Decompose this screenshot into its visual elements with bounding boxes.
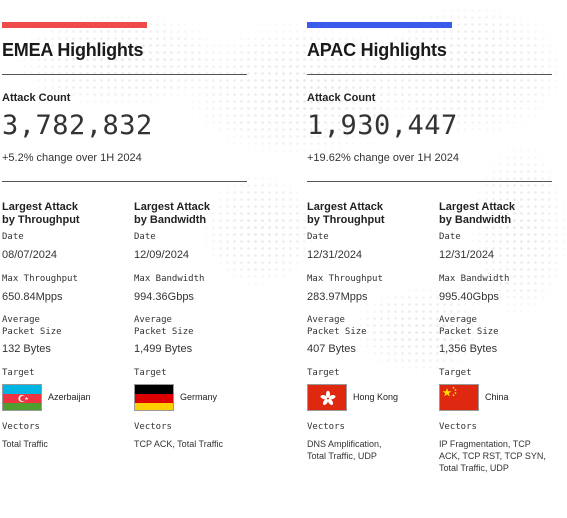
metric-value: 650.84Mpps — [2, 291, 63, 303]
largest-attack-bandwidth: Largest Attack by Bandwidth Date 12/31/20… — [439, 201, 557, 474]
vectors-value: TCP ACK, Total Traffic — [134, 439, 224, 449]
metric-label: Max Throughput — [2, 274, 78, 284]
date-label: Date — [307, 232, 329, 242]
date-label: Date — [439, 232, 461, 242]
accent-bar — [307, 22, 452, 28]
metric-value: 283.97Mpps — [307, 291, 368, 303]
largest-attack-bandwidth: Largest Attack by Bandwidth Date 12/09/20… — [134, 201, 252, 450]
divider — [2, 181, 247, 182]
target-country: Germany — [180, 392, 218, 402]
packet-size-value: 1,356 Bytes — [439, 343, 498, 355]
divider — [2, 74, 247, 75]
column-header: Largest Attack by Bandwidth — [439, 201, 516, 226]
region-emea: EMEA Highlights Attack Count 3,782,832 +… — [2, 0, 247, 518]
region-title: EMEA Highlights — [2, 40, 144, 60]
hong-kong-flag-icon — [307, 383, 347, 411]
metric-value: 995.40Gbps — [439, 291, 499, 303]
target-country: Hong Kong — [353, 392, 399, 402]
vectors-label: Vectors — [307, 422, 345, 432]
divider — [307, 181, 552, 182]
region-title: APAC Highlights — [307, 40, 447, 60]
target-label: Target — [134, 368, 167, 378]
packet-size-value: 132 Bytes — [2, 343, 51, 355]
column-header: Largest Attack by Throughput — [307, 201, 385, 226]
date-value: 12/31/2024 — [439, 249, 495, 261]
target-label: Target — [2, 368, 35, 378]
vectors-value: IP Fragmentation, TCP ACK, TCP RST, TCP S… — [439, 439, 546, 473]
vectors-value: DNS Amplification, Total Traffic, UDP — [307, 439, 382, 461]
region-apac: APAC Highlights Attack Count 1,930,447 +… — [307, 0, 552, 518]
china-flag-icon — [439, 383, 479, 411]
attack-count-value: 3,782,832 — [2, 110, 153, 141]
date-value: 12/31/2024 — [307, 249, 363, 261]
packet-size-value: 1,499 Bytes — [134, 343, 193, 355]
packet-size-label: Average Packet Size — [307, 315, 367, 337]
date-value: 12/09/2024 — [134, 249, 190, 261]
metric-label: Max Bandwidth — [134, 274, 205, 284]
germany-flag-icon — [134, 383, 174, 411]
largest-attack-throughput: Largest Attack by Throughput Date 12/31/2… — [307, 201, 425, 462]
vectors-value: Total Traffic — [2, 439, 48, 449]
change-text: +5.2% change over 1H 2024 — [2, 152, 142, 164]
vectors-label: Vectors — [439, 422, 477, 432]
metric-value: 994.36Gbps — [134, 291, 194, 303]
column-header: Largest Attack by Bandwidth — [134, 201, 211, 226]
packet-size-label: Average Packet Size — [439, 315, 499, 337]
largest-attack-throughput: Largest Attack by Throughput Date 08/07/2… — [2, 201, 120, 450]
date-label: Date — [134, 232, 156, 242]
metric-label: Max Bandwidth — [439, 274, 510, 284]
accent-bar — [2, 22, 147, 28]
date-label: Date — [2, 232, 24, 242]
target-country: Azerbaijan — [48, 392, 91, 402]
attack-count-label: Attack Count — [2, 92, 71, 104]
target-label: Target — [439, 368, 472, 378]
azerbaijan-flag-icon — [2, 383, 42, 411]
packet-size-value: 407 Bytes — [307, 343, 356, 355]
vectors-label: Vectors — [2, 422, 40, 432]
attack-count-value: 1,930,447 — [307, 110, 458, 141]
date-value: 08/07/2024 — [2, 249, 58, 261]
packet-size-label: Average Packet Size — [2, 315, 62, 337]
target-label: Target — [307, 368, 340, 378]
attack-count-label: Attack Count — [307, 92, 376, 104]
packet-size-label: Average Packet Size — [134, 315, 194, 337]
target-country: China — [485, 392, 509, 402]
divider — [307, 74, 552, 75]
vectors-label: Vectors — [134, 422, 172, 432]
column-header: Largest Attack by Throughput — [2, 201, 80, 226]
change-text: +19.62% change over 1H 2024 — [307, 152, 459, 164]
metric-label: Max Throughput — [307, 274, 383, 284]
